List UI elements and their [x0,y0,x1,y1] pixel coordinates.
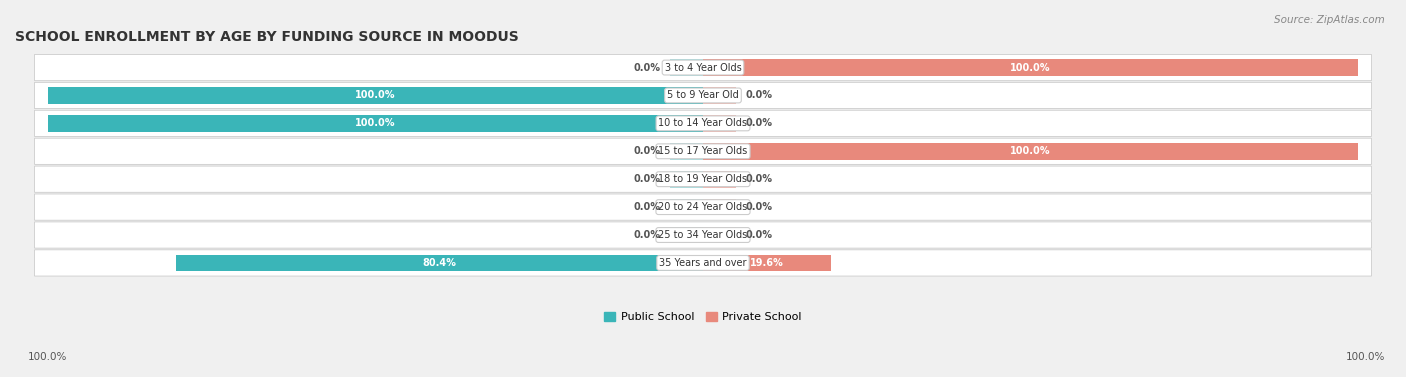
Text: 0.0%: 0.0% [745,202,772,212]
Bar [176,254,703,271]
Text: 0.0%: 0.0% [745,118,772,129]
Text: 19.6%: 19.6% [751,258,785,268]
Text: 0.0%: 0.0% [634,230,661,240]
Text: 100.0%: 100.0% [356,90,395,100]
Text: 0.0%: 0.0% [745,90,772,100]
Bar [671,59,703,76]
Bar [703,199,735,216]
Text: Source: ZipAtlas.com: Source: ZipAtlas.com [1274,15,1385,25]
Text: 100.0%: 100.0% [1011,146,1050,156]
Text: 100.0%: 100.0% [356,118,395,129]
Bar [671,143,703,160]
FancyBboxPatch shape [35,138,1371,164]
FancyBboxPatch shape [35,110,1371,136]
Text: 25 to 34 Year Olds: 25 to 34 Year Olds [658,230,748,240]
Bar [703,115,735,132]
Bar [671,171,703,188]
FancyBboxPatch shape [35,54,1371,81]
Text: 100.0%: 100.0% [1011,63,1050,72]
Bar [703,254,831,271]
Text: 0.0%: 0.0% [634,146,661,156]
Bar [703,87,735,104]
Text: 80.4%: 80.4% [423,258,457,268]
FancyBboxPatch shape [35,222,1371,248]
Text: 10 to 14 Year Olds: 10 to 14 Year Olds [658,118,748,129]
Text: 0.0%: 0.0% [634,174,661,184]
Text: 100.0%: 100.0% [28,352,67,362]
Bar [703,59,1358,76]
Text: 20 to 24 Year Olds: 20 to 24 Year Olds [658,202,748,212]
Text: 0.0%: 0.0% [634,202,661,212]
FancyBboxPatch shape [35,250,1371,276]
Bar [703,171,735,188]
Text: 0.0%: 0.0% [745,174,772,184]
Text: 15 to 17 Year Olds: 15 to 17 Year Olds [658,146,748,156]
Bar [671,199,703,216]
Text: 0.0%: 0.0% [634,63,661,72]
Bar [703,227,735,244]
Text: 18 to 19 Year Olds: 18 to 19 Year Olds [658,174,748,184]
Legend: Public School, Private School: Public School, Private School [600,307,806,326]
Bar [671,227,703,244]
FancyBboxPatch shape [35,82,1371,109]
Bar [48,115,703,132]
Text: 100.0%: 100.0% [1346,352,1385,362]
Bar [48,87,703,104]
Text: 35 Years and over: 35 Years and over [659,258,747,268]
FancyBboxPatch shape [35,166,1371,192]
FancyBboxPatch shape [35,194,1371,220]
Text: SCHOOL ENROLLMENT BY AGE BY FUNDING SOURCE IN MOODUS: SCHOOL ENROLLMENT BY AGE BY FUNDING SOUR… [15,30,519,44]
Text: 3 to 4 Year Olds: 3 to 4 Year Olds [665,63,741,72]
Text: 5 to 9 Year Old: 5 to 9 Year Old [666,90,740,100]
Text: 0.0%: 0.0% [745,230,772,240]
Bar [703,143,1358,160]
